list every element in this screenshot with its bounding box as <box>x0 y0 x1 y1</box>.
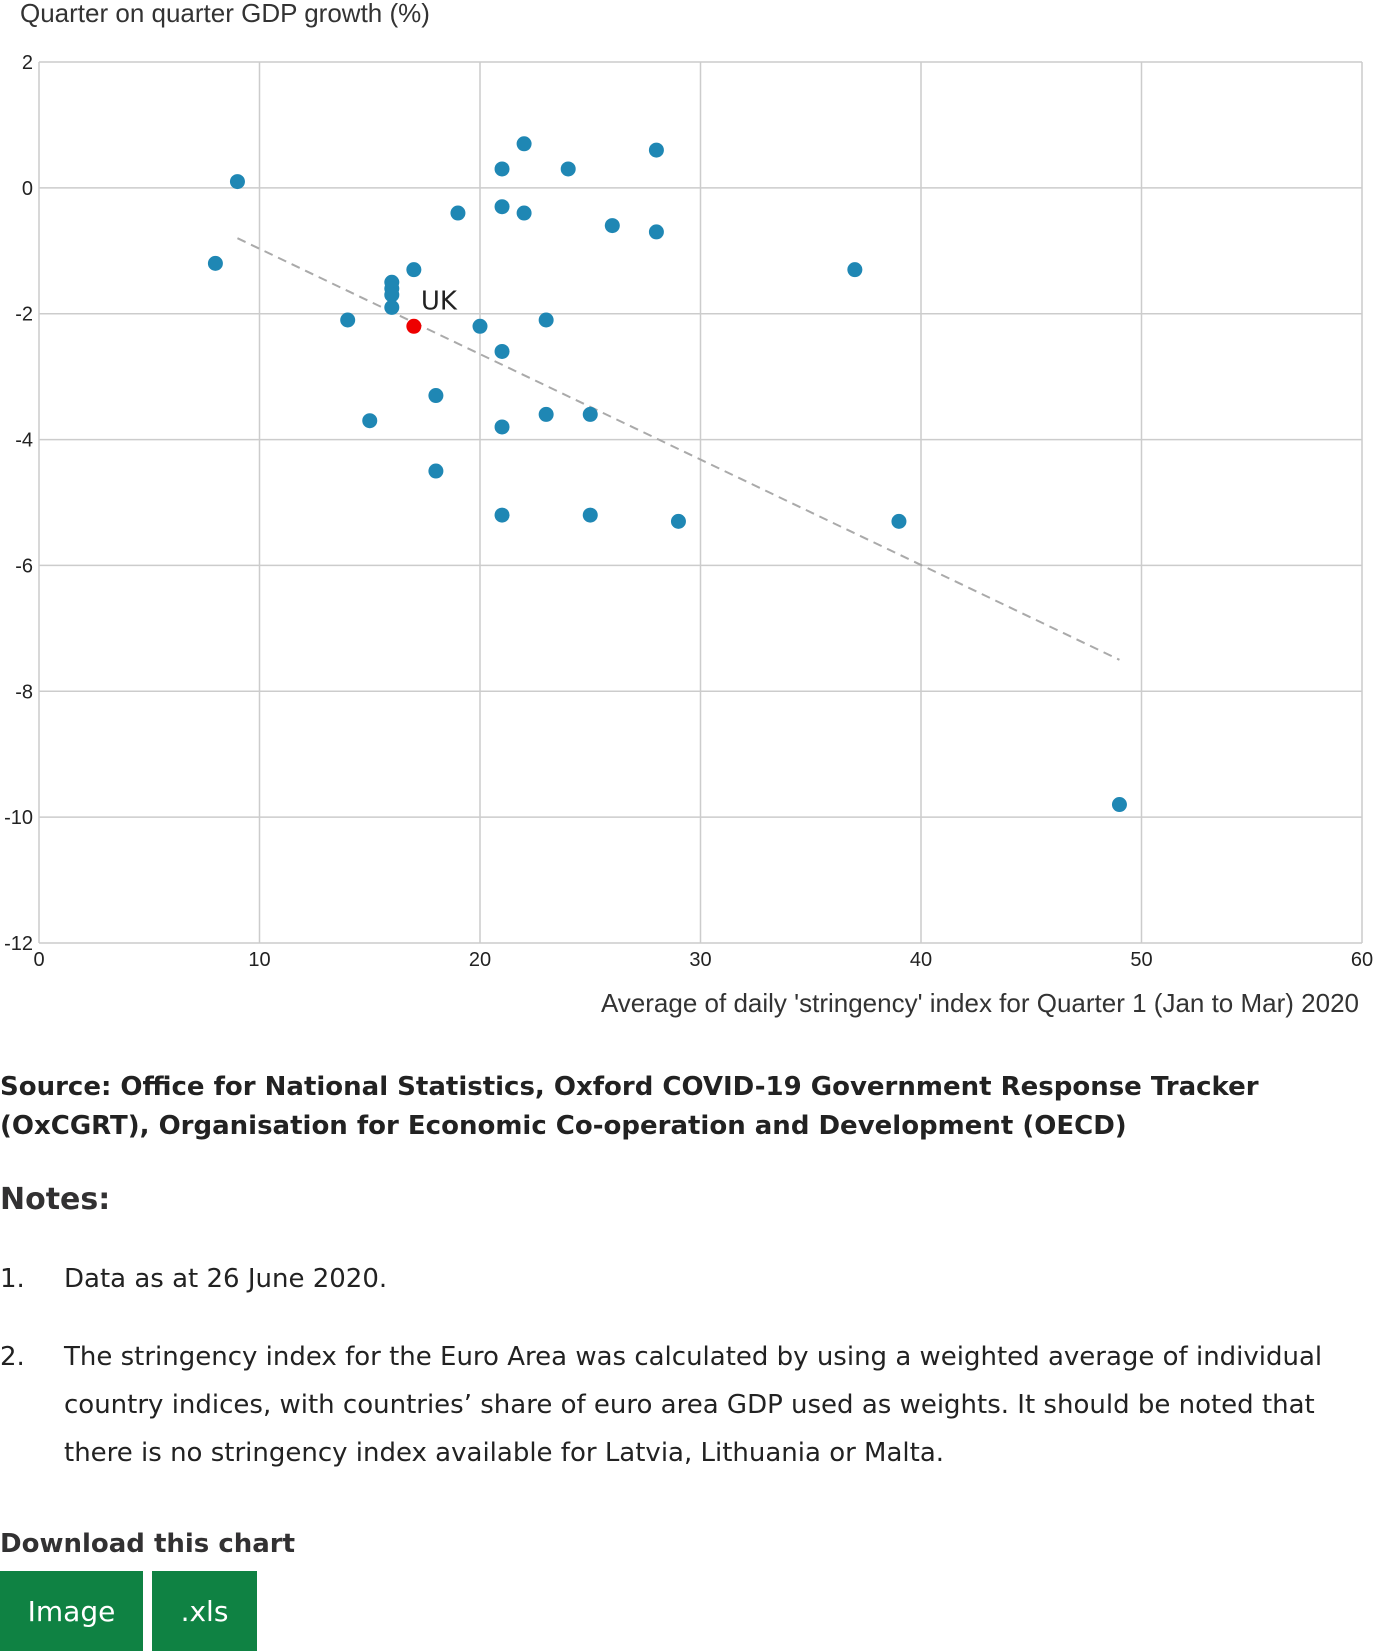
data-point <box>582 406 598 422</box>
x-tick-label: 10 <box>248 949 270 971</box>
y-tick-label: -6 <box>15 555 33 577</box>
y-tick-label: -8 <box>15 681 33 703</box>
data-point <box>516 205 532 221</box>
data-point <box>494 419 510 435</box>
note-item: 1. Data as at 26 June 2020. <box>0 1255 1383 1303</box>
x-tick-label: 20 <box>469 949 491 971</box>
x-tick-label: 50 <box>1130 949 1152 971</box>
uk-point <box>406 318 422 334</box>
data-point <box>847 262 863 278</box>
data-point <box>428 463 444 479</box>
data-point <box>1111 797 1127 813</box>
download-title: Download this chart <box>0 1529 296 1559</box>
y-tick-label: 0 <box>22 178 33 200</box>
data-point <box>891 513 907 529</box>
uk-label: UK <box>421 286 458 316</box>
data-point <box>582 507 598 523</box>
note-text: Data as at 26 June 2020. <box>64 1264 388 1294</box>
note-text: The stringency index for the Euro Area w… <box>64 1342 1323 1468</box>
download-image-button[interactable]: Image <box>0 1571 143 1651</box>
y-tick-label: -10 <box>4 807 33 829</box>
chart-svg: Quarter on quarter GDP growth (%) 20-2-4… <box>4 0 1373 1018</box>
data-point <box>406 262 422 278</box>
note-item: 2. The stringency index for the Euro Are… <box>0 1333 1383 1477</box>
scatter-chart: Quarter on quarter GDP growth (%) 2 0 -2 -4… <box>4 0 1373 1018</box>
data-point <box>670 513 686 529</box>
x-tick-label: 40 <box>910 949 932 971</box>
note-number: 1. <box>0 1264 25 1294</box>
data-point <box>648 142 664 158</box>
data-point <box>384 287 400 303</box>
data-point <box>648 224 664 240</box>
notes-list: 1. Data as at 26 June 2020. 2. The strin… <box>0 1255 1383 1507</box>
data-point <box>494 343 510 359</box>
data-point <box>494 199 510 215</box>
y-tick-label: -12 <box>4 933 33 955</box>
y-tick-label: -2 <box>15 304 33 326</box>
data-point <box>450 205 466 221</box>
data-point <box>538 312 554 328</box>
data-point <box>494 161 510 177</box>
data-point <box>516 136 532 152</box>
data-points <box>207 136 1127 813</box>
y-tick-label: -4 <box>15 430 33 452</box>
data-point <box>229 174 245 190</box>
data-point <box>384 299 400 315</box>
data-point <box>538 406 554 422</box>
data-point <box>560 161 576 177</box>
data-point <box>362 413 378 429</box>
x-tick-label: 30 <box>689 949 711 971</box>
data-point <box>340 312 356 328</box>
y-axis-title: Quarter on quarter GDP growth (%) <box>20 0 430 28</box>
data-point <box>494 507 510 523</box>
notes-title: Notes: <box>0 1182 111 1217</box>
trend-line <box>237 237 1120 661</box>
x-axis-title: Average of daily 'stringency' index for … <box>601 988 1359 1018</box>
source-text: Source: Office for National Statistics, … <box>0 1072 1259 1141</box>
data-point <box>428 388 444 404</box>
data-point <box>207 255 223 271</box>
x-tick-label: 60 <box>1351 949 1373 971</box>
data-point <box>472 318 488 334</box>
download-xls-button[interactable]: .xls <box>152 1571 257 1651</box>
note-number: 2. <box>0 1342 25 1372</box>
y-tick-labels: 2 0 -2 -4 -6 -8 -10 -12 <box>4 52 33 955</box>
data-point <box>604 218 620 234</box>
x-tick-label: 0 <box>33 949 44 971</box>
x-tick-labels: 0 10 20 30 40 50 60 <box>33 949 1373 971</box>
grid-lines <box>38 61 1363 944</box>
y-tick-label: 2 <box>22 52 33 74</box>
